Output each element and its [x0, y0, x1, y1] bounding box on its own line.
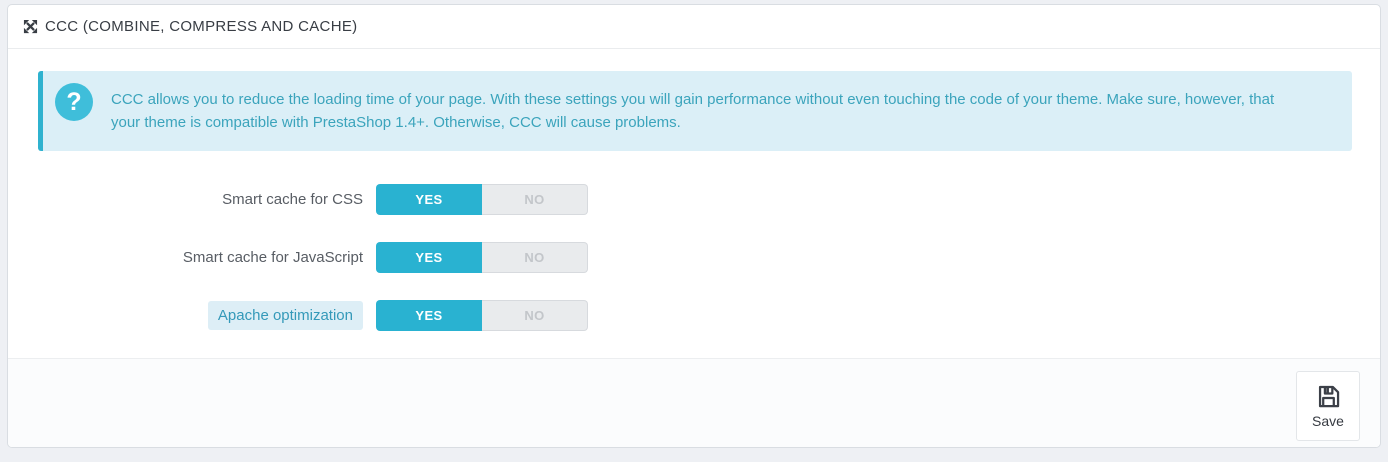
settings-form: Smart cache for CSS YES NO Smart cache f…: [38, 184, 1352, 331]
info-alert: ? CCC allows you to reduce the loading t…: [38, 71, 1352, 151]
panel-header: CCC (COMBINE, COMPRESS AND CACHE): [8, 5, 1380, 49]
form-row-smart-cache-js: Smart cache for JavaScript YES NO: [38, 242, 1352, 273]
toggle-smart-cache-css: YES NO: [376, 184, 588, 215]
save-button-label: Save: [1312, 413, 1344, 429]
form-row-apache-optimization: Apache optimization YES NO: [38, 300, 1352, 331]
question-mark-icon: ?: [55, 83, 93, 121]
toggle-apache-optimization: YES NO: [376, 300, 588, 331]
arrows-alt-icon: [23, 19, 38, 34]
info-alert-text: CCC allows you to reduce the loading tim…: [111, 91, 1275, 131]
toggle-yes-option[interactable]: YES: [376, 300, 482, 331]
form-row-smart-cache-css: Smart cache for CSS YES NO: [38, 184, 1352, 215]
field-label-smart-cache-css: Smart cache for CSS: [222, 191, 363, 208]
field-label-smart-cache-js: Smart cache for JavaScript: [182, 249, 363, 266]
toggle-smart-cache-js: YES NO: [376, 242, 588, 273]
panel-title: CCC (COMBINE, COMPRESS AND CACHE): [45, 18, 358, 35]
save-icon: [1318, 385, 1339, 408]
save-button[interactable]: Save: [1296, 371, 1360, 441]
apache-optimization-highlighted-label: Apache optimization: [207, 301, 363, 330]
panel-footer: Save: [8, 358, 1380, 447]
toggle-no-option[interactable]: NO: [482, 242, 588, 273]
toggle-no-option[interactable]: NO: [482, 300, 588, 331]
toggle-yes-option[interactable]: YES: [376, 184, 482, 215]
panel-body: ? CCC allows you to reduce the loading t…: [8, 49, 1380, 358]
ccc-settings-panel: CCC (COMBINE, COMPRESS AND CACHE) ? CCC …: [7, 4, 1381, 448]
field-label-apache-optimization: Apache optimization: [38, 301, 363, 330]
toggle-no-option[interactable]: NO: [482, 184, 588, 215]
toggle-yes-option[interactable]: YES: [376, 242, 482, 273]
question-glyph: ?: [66, 87, 82, 116]
